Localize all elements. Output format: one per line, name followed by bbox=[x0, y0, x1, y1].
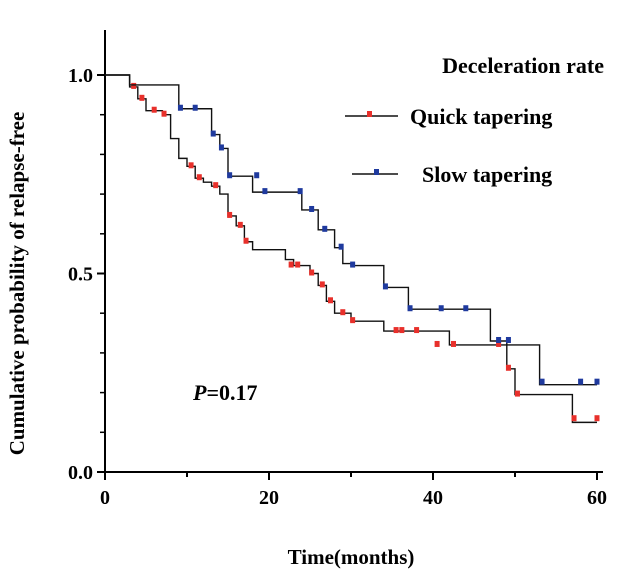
censor-mark bbox=[213, 182, 219, 189]
censor-mark bbox=[328, 297, 333, 304]
censor-mark bbox=[295, 261, 301, 268]
y-ticks: 0.0 0.5 1.0 bbox=[68, 65, 105, 484]
censor-mark bbox=[218, 144, 224, 151]
censor-mark bbox=[414, 327, 420, 334]
censor-mark bbox=[297, 188, 303, 195]
censor-mark bbox=[340, 309, 346, 316]
censor-mark bbox=[407, 305, 413, 312]
censor-mark bbox=[131, 82, 137, 89]
censor-mark bbox=[434, 340, 440, 347]
censor-mark bbox=[196, 174, 202, 181]
censor-mark bbox=[262, 188, 268, 195]
y-tick-label: 1.0 bbox=[68, 65, 93, 87]
legend-label: Slow tapering bbox=[422, 162, 552, 187]
censor-mark bbox=[505, 336, 511, 343]
legend: Deceleration rate Quick tapering Slow tap… bbox=[345, 53, 604, 187]
censor-mark bbox=[254, 172, 260, 179]
censor-mark bbox=[451, 340, 456, 347]
legend-marker bbox=[374, 169, 379, 175]
censor-mark bbox=[496, 340, 502, 347]
censor-mark bbox=[227, 172, 233, 179]
censor-mark bbox=[505, 364, 511, 371]
censor-mark bbox=[188, 162, 194, 169]
censor-mark bbox=[309, 205, 315, 212]
p-value-text: =0.17 bbox=[206, 380, 257, 405]
censor-mark bbox=[192, 104, 198, 111]
censor-mark bbox=[438, 305, 444, 312]
censor-mark bbox=[210, 130, 216, 137]
censor-mark bbox=[151, 106, 157, 113]
x-tick-label: 0 bbox=[100, 487, 110, 509]
censor-mark bbox=[139, 94, 145, 101]
x-tick-label: 60 bbox=[587, 487, 607, 509]
series-layer bbox=[105, 74, 600, 424]
censor-mark bbox=[514, 390, 520, 397]
y-tick-label: 0.5 bbox=[68, 264, 93, 286]
legend-items: Quick tapering Slow tapering bbox=[345, 104, 552, 187]
censor-mark bbox=[594, 378, 600, 385]
censor-mark bbox=[382, 283, 388, 290]
legend-title: Deceleration rate bbox=[442, 53, 604, 78]
y-tick-label: 0.0 bbox=[68, 462, 93, 484]
p-symbol: P bbox=[192, 380, 207, 405]
censor-mark bbox=[399, 327, 405, 334]
censor-mark bbox=[496, 336, 502, 343]
x-tick-label: 40 bbox=[423, 487, 443, 509]
censor-mark bbox=[393, 327, 399, 334]
p-value-annotation: P=0.17 bbox=[192, 380, 258, 405]
axes: 0 20 40 60 0.0 0.5 1.0 bbox=[68, 30, 607, 509]
legend-marker bbox=[367, 111, 372, 117]
censor-mark bbox=[288, 261, 294, 268]
censor-mark bbox=[227, 211, 233, 218]
censor-mark bbox=[350, 317, 356, 324]
censor-mark bbox=[350, 261, 356, 268]
censor-mark bbox=[161, 110, 167, 117]
censor-mark bbox=[319, 281, 325, 288]
censor-mark bbox=[322, 225, 328, 232]
censor-mark bbox=[309, 269, 315, 276]
y-axis-label: Cumulative probability of relapse-free bbox=[5, 112, 29, 456]
censor-mark bbox=[237, 221, 243, 228]
censor-mark bbox=[571, 415, 577, 422]
censor-mark bbox=[463, 305, 469, 312]
x-axis-label: Time(months) bbox=[288, 545, 415, 569]
censor-mark bbox=[177, 104, 183, 111]
censor-mark bbox=[539, 378, 545, 385]
legend-label: Quick tapering bbox=[410, 104, 552, 129]
x-tick-label: 20 bbox=[259, 487, 279, 509]
censor-mark bbox=[578, 378, 584, 385]
censor-mark bbox=[338, 243, 344, 250]
censor-mark bbox=[243, 237, 249, 244]
censor-mark bbox=[594, 415, 600, 422]
x-ticks: 0 20 40 60 bbox=[100, 472, 607, 509]
